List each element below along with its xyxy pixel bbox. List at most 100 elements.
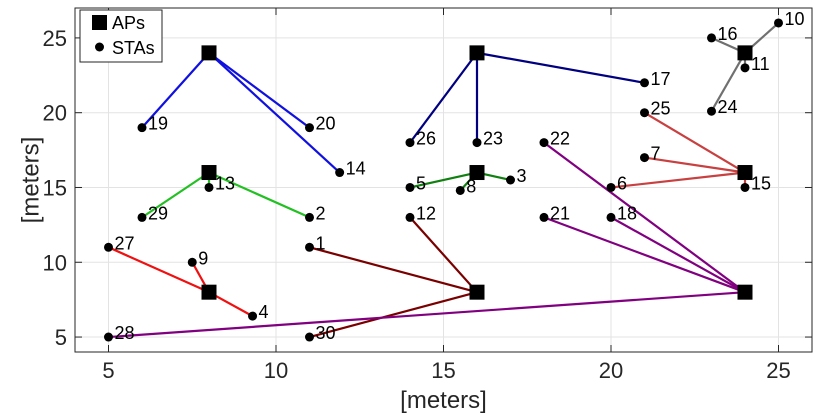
sta-label-18: 18	[617, 203, 637, 223]
sta-point-4	[248, 311, 258, 321]
sta-label-1: 1	[316, 233, 326, 253]
link-ap-a-sta-14	[208, 52, 341, 174]
sta-label-19: 19	[148, 114, 168, 134]
sta-label-2: 2	[316, 203, 326, 223]
sta-point-19	[137, 123, 147, 133]
legend-entry-aps: APs	[112, 13, 145, 33]
sta-point-8	[455, 185, 465, 195]
ap-marker-ap-e	[469, 165, 485, 181]
link-ap-d-sta-2	[208, 171, 310, 219]
sta-point-27	[104, 242, 113, 252]
link-ap-i-sta-18	[610, 216, 746, 294]
x-tick-label: 15	[431, 358, 455, 383]
sta-label-16: 16	[718, 24, 738, 44]
sta-label-26: 26	[416, 129, 436, 149]
sta-point-17	[640, 78, 649, 88]
y-tick-label: 5	[55, 325, 67, 350]
sta-label-5: 5	[416, 173, 426, 193]
link-ap-f-sta-7	[644, 156, 746, 174]
sta-point-24	[707, 106, 716, 116]
y-tick-label: 15	[43, 175, 67, 200]
link-ap-i-sta-21	[543, 216, 746, 294]
sta-label-9: 9	[198, 248, 208, 268]
sta-point-14	[335, 168, 345, 178]
link-ap-f-sta-6	[610, 171, 746, 189]
ap-marker-ap-d	[201, 165, 217, 181]
x-tick-label: 5	[102, 358, 114, 383]
sta-point-9	[187, 257, 197, 267]
sta-point-15	[740, 182, 750, 192]
sta-point-28	[104, 332, 113, 342]
ap-marker-ap-h	[469, 284, 485, 300]
sta-point-25	[640, 108, 649, 118]
legend: APs STAs	[79, 9, 163, 63]
link-ap-c-sta-24	[710, 52, 746, 112]
y-tick-label: 25	[43, 26, 67, 51]
link-ap-e-sta-5	[409, 171, 478, 189]
link-ap-d-sta-29	[141, 171, 210, 219]
link-ap-i-sta-22	[543, 141, 746, 294]
sta-point-23	[472, 138, 482, 148]
link-ap-b-sta-26	[409, 52, 478, 144]
sta-point-11	[740, 63, 750, 73]
sta-label-7: 7	[651, 144, 661, 164]
link-ap-b-sta-17	[476, 51, 645, 84]
x-axis-title: [meters]	[400, 387, 487, 414]
sta-point-16	[707, 33, 716, 43]
sta-label-28: 28	[115, 323, 135, 343]
ap-marker-ap-a	[201, 45, 217, 61]
sta-label-13: 13	[215, 173, 235, 193]
y-axis-title: [meters]	[17, 137, 44, 224]
sta-point-13	[204, 182, 214, 192]
sta-label-11: 11	[751, 54, 770, 74]
link-ap-i-sta-28	[108, 291, 746, 339]
sta-label-8: 8	[466, 176, 476, 196]
sta-point-12	[405, 212, 415, 222]
grid	[75, 8, 812, 352]
sta-label-30: 30	[316, 323, 336, 343]
sta-point-1	[305, 242, 314, 252]
link-ap-a-sta-20	[208, 51, 311, 129]
sta-point-3	[506, 175, 515, 185]
sta-point-10	[774, 18, 783, 28]
sta-point-7	[640, 153, 649, 163]
link-ap-h-sta-12	[409, 216, 478, 293]
link-ap-a-sta-19	[141, 52, 210, 129]
ap-markers	[201, 45, 753, 300]
ap-marker-ap-g	[201, 284, 217, 300]
sta-point-20	[305, 123, 314, 133]
sta-label-6: 6	[617, 173, 627, 193]
sta-point-22	[539, 138, 549, 148]
link-ap-h-sta-30	[309, 291, 478, 339]
link-ap-h-sta-1	[309, 246, 478, 294]
link-ap-g-sta-27	[108, 246, 210, 294]
sta-points	[104, 18, 783, 342]
sta-label-20: 20	[316, 114, 336, 134]
ap-marker-ap-b	[469, 45, 485, 61]
ap-marker-ap-f	[737, 165, 753, 181]
sta-label-15: 15	[751, 173, 771, 193]
sta-label-17: 17	[651, 69, 671, 89]
sta-label-27: 27	[115, 233, 135, 253]
sta-label-12: 12	[416, 203, 436, 223]
sta-label-25: 25	[651, 99, 671, 119]
sta-label-4: 4	[259, 302, 269, 322]
x-tick-label: 25	[766, 358, 790, 383]
sta-label-21: 21	[550, 203, 570, 223]
sta-label-23: 23	[483, 129, 503, 149]
ap-sta-links	[108, 22, 780, 339]
sta-point-6	[606, 182, 616, 192]
ap-marker-ap-c	[737, 45, 753, 61]
sta-point-18	[606, 212, 616, 222]
legend-sta-dot-icon	[95, 42, 104, 52]
sta-label-3: 3	[517, 166, 527, 186]
y-tick-label: 10	[43, 250, 67, 275]
ap-marker-ap-i	[737, 284, 753, 300]
sta-point-29	[137, 212, 147, 222]
sta-point-5	[405, 182, 415, 192]
x-tick-label: 20	[599, 358, 623, 383]
sta-label-14: 14	[346, 159, 366, 179]
